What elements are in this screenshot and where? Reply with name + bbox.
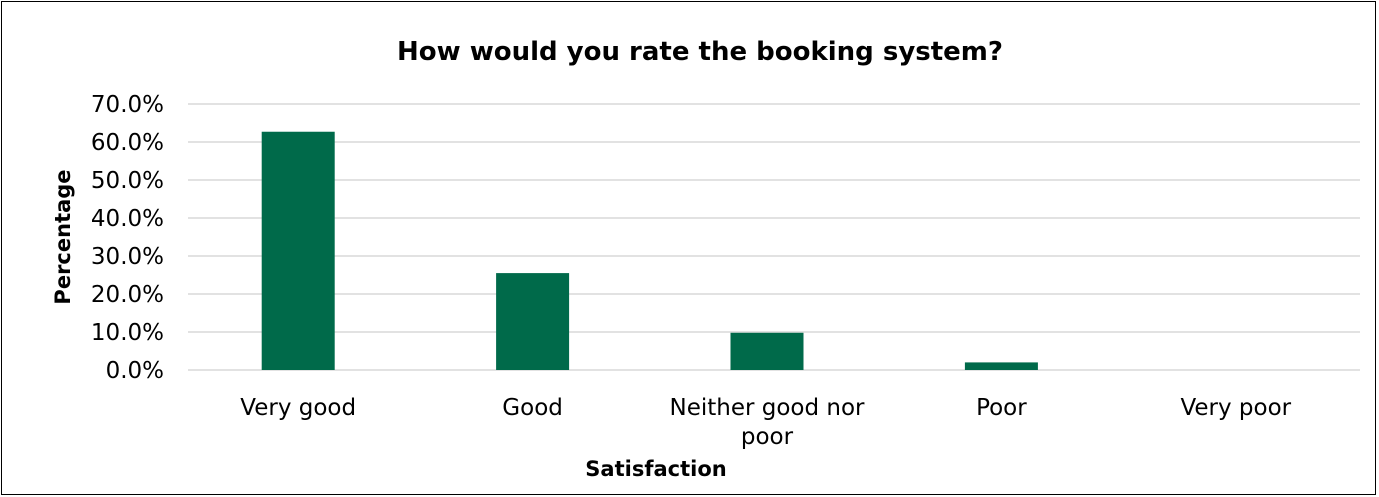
x-axis-categories: Very good Good Neither good nor poor Poor Ver… [240,395,1291,450]
y-tick-label: 40.0% [91,206,164,232]
gridlines [188,103,1360,371]
x-category-label: Very good [240,395,356,421]
bars [261,131,1038,370]
y-axis-title: Percentage [51,169,75,304]
y-tick-label: 60.0% [91,130,164,156]
y-axis-ticks: 0.0% 10.0% 20.0% 30.0% 40.0% 50.0% 60.0% 70.0% [91,92,164,384]
x-category-label: poor [741,424,794,450]
y-tick-label: 0.0% [106,358,164,384]
x-category-label: Poor [976,395,1027,421]
y-tick-label: 50.0% [91,168,164,194]
y-tick-label: 30.0% [91,244,164,270]
chart-title: How would you rate the booking system? [397,37,1003,67]
y-tick-label: 20.0% [91,282,164,308]
x-category-label: Very poor [1180,395,1291,421]
y-tick-label: 70.0% [91,92,164,118]
x-category-label: Good [502,395,563,421]
x-category-label: Neither good nor [669,395,865,421]
bar [730,332,804,370]
bar [496,273,570,370]
bar [964,362,1038,370]
bar [261,131,335,370]
x-axis-title: Satisfaction [585,457,726,481]
y-tick-label: 10.0% [91,320,164,346]
